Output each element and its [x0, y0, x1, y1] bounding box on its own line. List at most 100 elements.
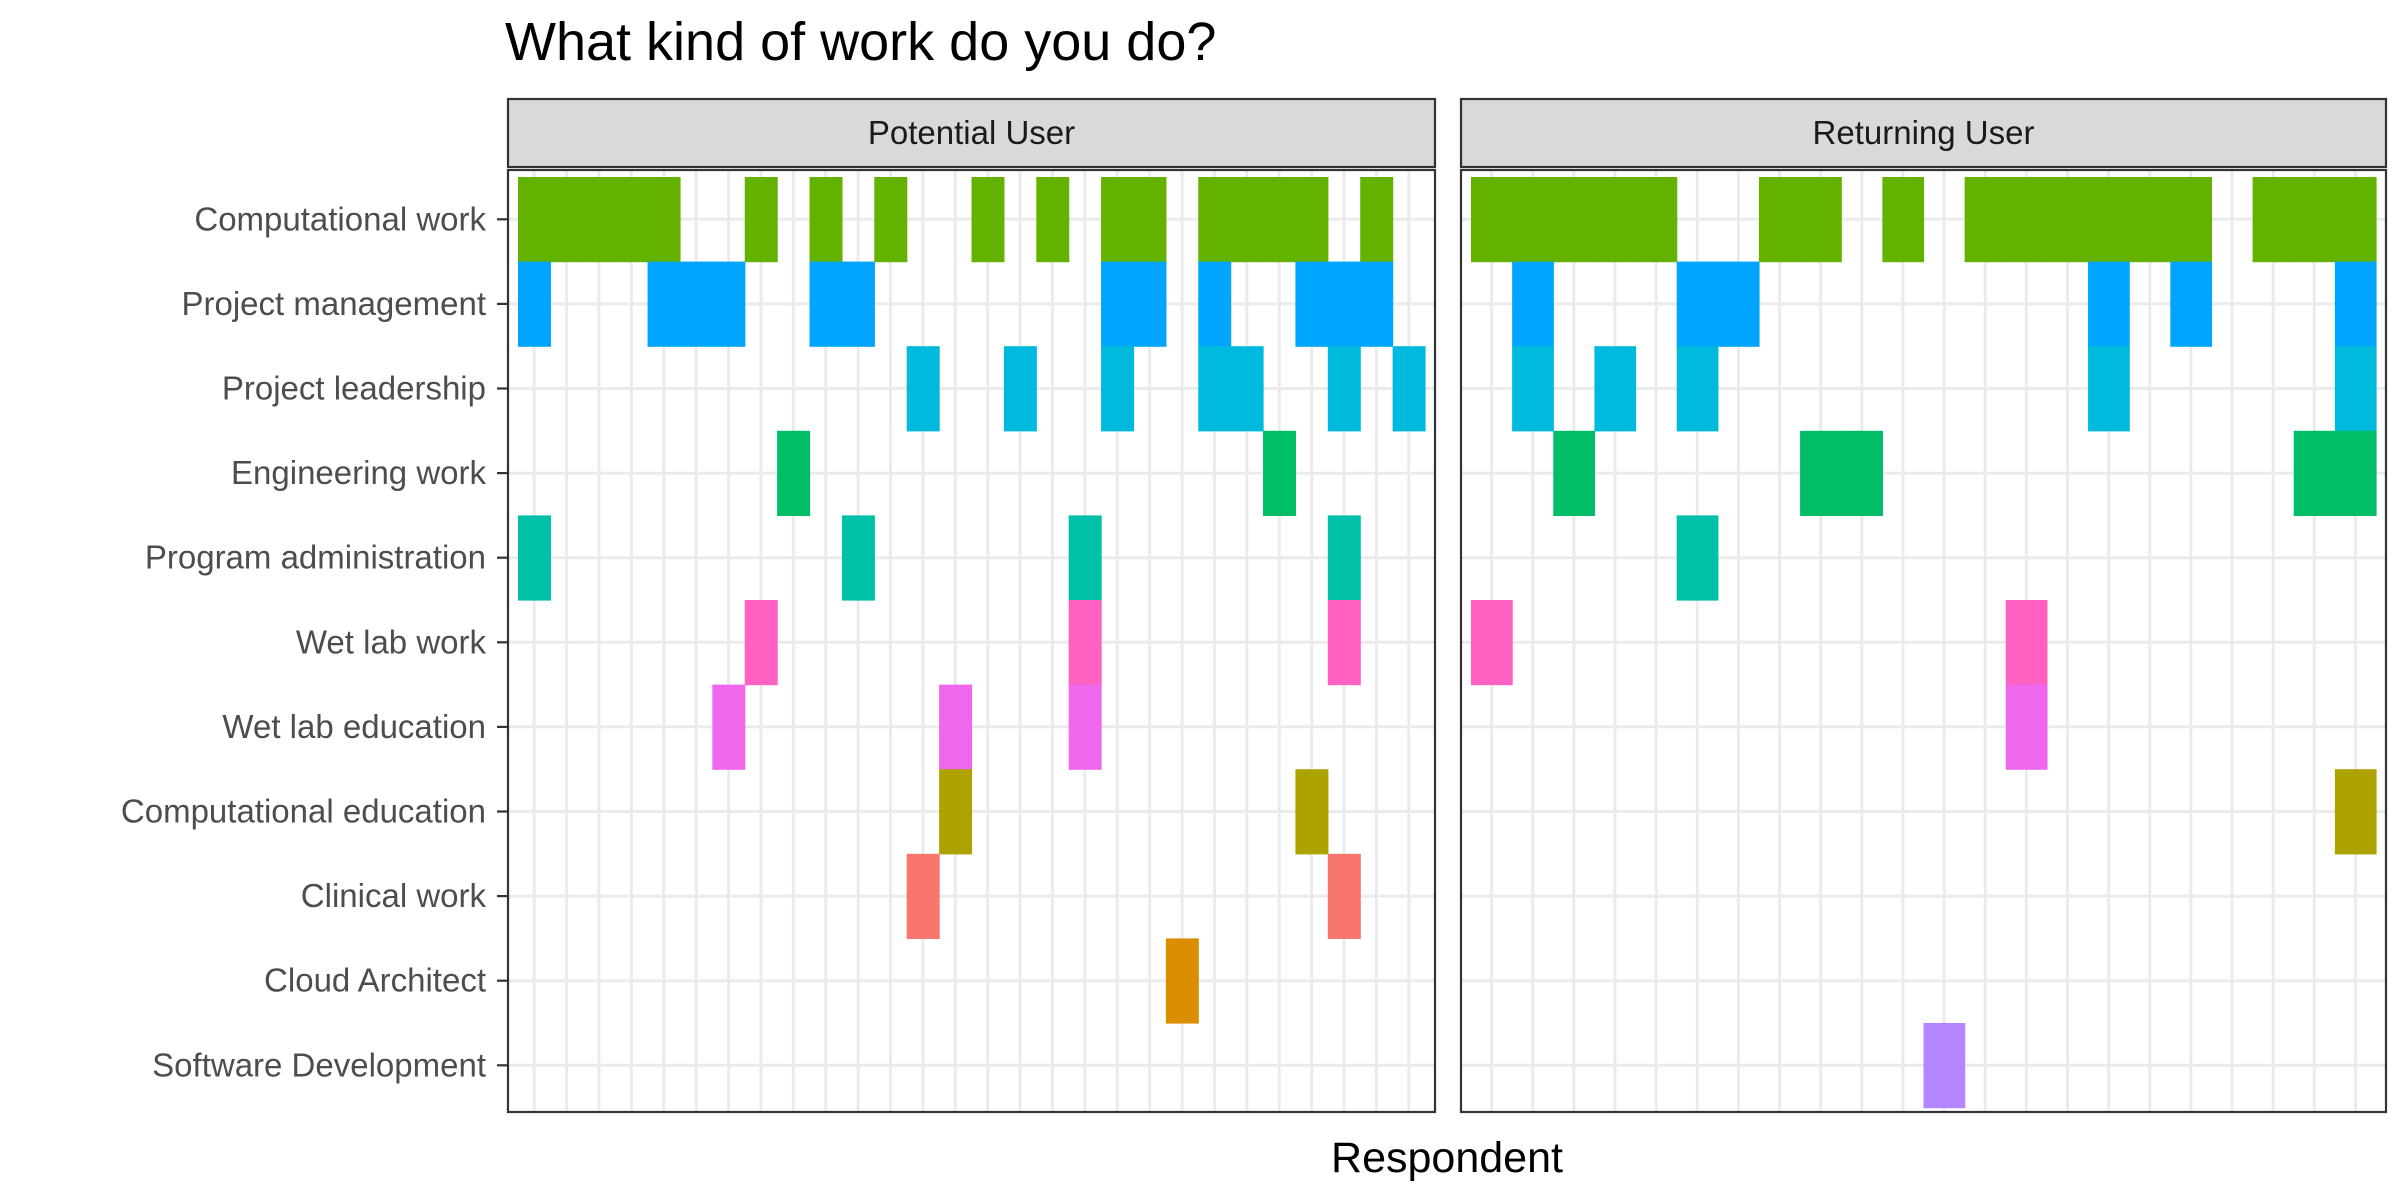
potential-user-cell	[679, 261, 713, 347]
x-axis-title: Respondent	[1331, 1134, 1563, 1182]
returning-user-cell	[2334, 346, 2377, 432]
potential-user-cell	[1133, 261, 1167, 347]
returning-user-cell	[2334, 769, 2377, 855]
returning-user-cell	[1512, 177, 1554, 263]
potential-user-cell	[1263, 430, 1297, 516]
potential-user-cell	[1360, 261, 1394, 347]
returning-user-cell	[2005, 600, 2048, 686]
potential-user-cell	[1198, 261, 1232, 347]
potential-user-cell	[744, 177, 778, 263]
returning-user-cell	[1594, 346, 1637, 432]
returning-user-cell	[2334, 177, 2377, 263]
returning-user-cell	[1676, 261, 1719, 347]
returning-user-cell	[2129, 177, 2171, 263]
returning-user-cell	[1758, 177, 1801, 263]
potential-user-cell	[1230, 346, 1264, 432]
returning-user-cell	[1841, 430, 1883, 516]
potential-user-cell	[809, 261, 843, 347]
potential-user-strip	[506, 97, 1437, 169]
y-tick-label: Program administration	[145, 539, 486, 576]
returning-user-cell	[1512, 261, 1554, 347]
potential-user-cell	[1295, 769, 1329, 855]
returning-user-cell	[2088, 261, 2130, 347]
y-tick-label: Project leadership	[222, 370, 486, 407]
y-tick-label: Computational education	[121, 793, 486, 830]
potential-user-cell	[939, 769, 973, 855]
potential-user-cell	[777, 430, 811, 516]
potential-user-cell	[518, 261, 551, 347]
potential-user-cell	[1003, 346, 1037, 432]
returning-user-cell	[1964, 177, 2007, 263]
potential-user-cell	[1327, 261, 1361, 347]
returning-user-cell	[2088, 346, 2130, 432]
potential-user-cell	[841, 515, 875, 601]
returning-user-cell	[1882, 177, 1925, 263]
potential-user-cell	[906, 853, 940, 939]
returning-user-cell	[1800, 430, 1842, 516]
returning-user-cell	[1676, 515, 1719, 601]
potential-user-strip-label: Potential User	[868, 114, 1075, 151]
returning-user-cell	[2252, 177, 2295, 263]
potential-user-cell	[809, 177, 843, 263]
y-tick-label: Project management	[182, 285, 487, 322]
returning-user-cell	[2046, 177, 2089, 263]
potential-user-cell	[1133, 177, 1167, 263]
returning-user-cell	[2334, 430, 2377, 516]
potential-user-cell	[1068, 515, 1102, 601]
returning-user-cell	[1594, 177, 1637, 263]
potential-user-cell	[518, 177, 551, 263]
potential-user-cell	[971, 177, 1005, 263]
returning-user-cell	[2293, 430, 2336, 516]
y-tick-label: Software Development	[152, 1046, 486, 1083]
returning-user-cell	[1471, 177, 1513, 263]
returning-user-cell	[2170, 177, 2213, 263]
potential-user-cell	[550, 177, 584, 263]
returning-user-cell	[2334, 261, 2377, 347]
potential-user-cell	[906, 346, 940, 432]
potential-user-cell	[1198, 177, 1232, 263]
potential-user-cell	[647, 261, 681, 347]
returning-user-cell	[1800, 177, 1842, 263]
returning-user-strip-label: Returning User	[1813, 114, 2035, 151]
potential-user-cell	[1327, 515, 1361, 601]
potential-user-cell	[1068, 684, 1102, 770]
returning-user-cell	[1471, 600, 1513, 686]
potential-user-cell	[1101, 261, 1135, 347]
chart-title: What kind of work do you do?	[505, 12, 1216, 72]
potential-user-cell	[1295, 177, 1329, 263]
potential-user-cell	[1230, 177, 1264, 263]
returning-user-cell	[2293, 177, 2336, 263]
potential-user-cell	[1198, 346, 1232, 432]
potential-user-cell	[1101, 346, 1135, 432]
potential-user-cell	[1036, 177, 1070, 263]
potential-user-cell	[1360, 177, 1394, 263]
potential-user-cell	[615, 177, 649, 263]
returning-user-cell	[2005, 177, 2048, 263]
returning-user-cell	[2088, 177, 2130, 263]
y-tick-label: Wet lab work	[296, 623, 487, 660]
y-tick-label: Cloud Architect	[264, 962, 486, 999]
potential-user-cell	[1101, 177, 1135, 263]
potential-user-cell	[518, 515, 551, 601]
potential-user-cell	[1327, 853, 1361, 939]
returning-user-cell	[1553, 177, 1596, 263]
returning-user-cell	[1512, 346, 1554, 432]
returning-user-cell	[1635, 177, 1678, 263]
returning-user-cell	[2005, 684, 2048, 770]
returning-user-panel-border	[1459, 168, 2388, 1114]
potential-user-cell	[1068, 600, 1102, 686]
y-tick-label: Clinical work	[301, 877, 487, 914]
potential-user-cell	[712, 684, 746, 770]
potential-user-cell	[939, 684, 973, 770]
potential-user-cell	[874, 177, 908, 263]
potential-user-cell	[1165, 938, 1199, 1024]
returning-user-cell	[1676, 346, 1719, 432]
potential-user-cell	[1327, 600, 1361, 686]
potential-user-cell	[841, 261, 875, 347]
y-tick-label: Computational work	[194, 200, 486, 237]
potential-user-cell	[1295, 261, 1329, 347]
returning-user-strip	[1459, 97, 2388, 169]
returning-user-cell	[1553, 430, 1596, 516]
returning-user-cell	[1717, 261, 1760, 347]
